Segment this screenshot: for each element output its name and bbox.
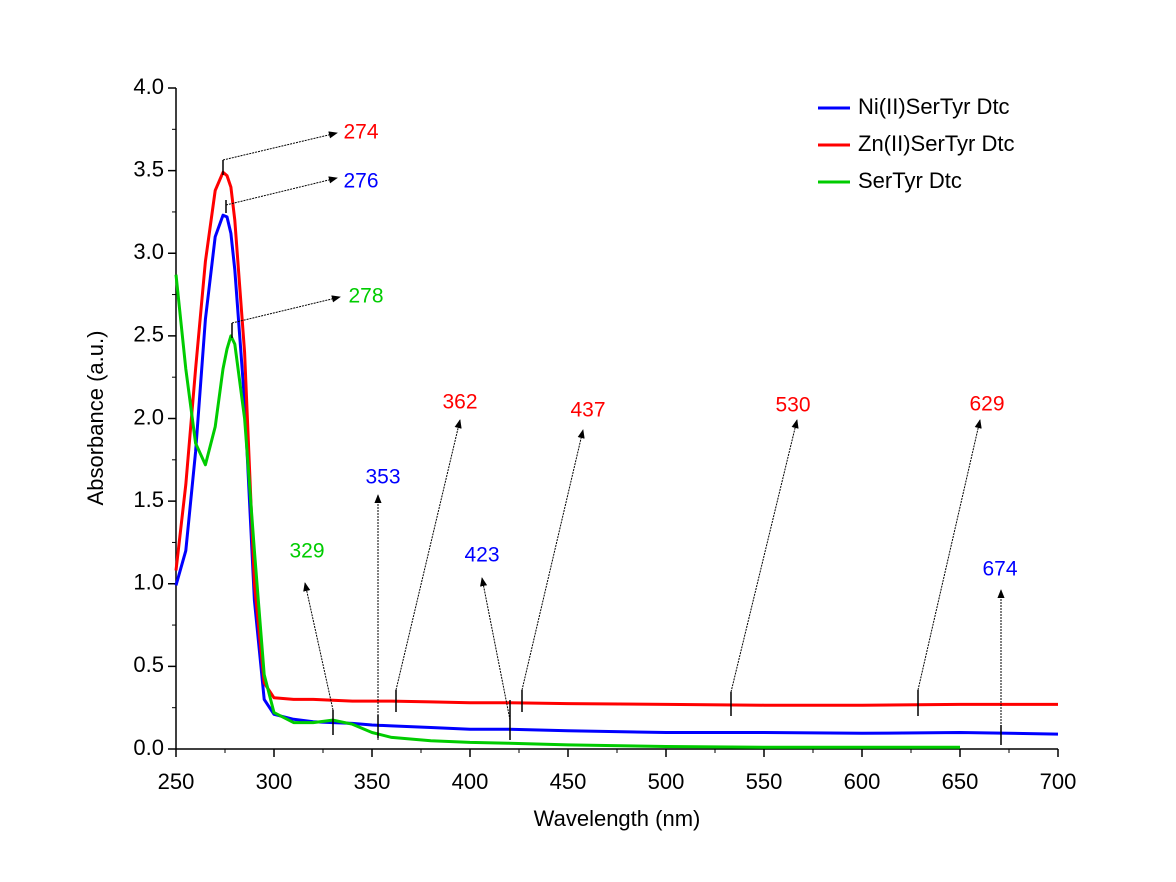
series-line [174, 274, 960, 749]
y-tick-label: 0.0 [133, 735, 164, 760]
annotation-label: 423 [464, 544, 499, 567]
y-tick-label: 0.5 [133, 652, 164, 677]
legend-label: Ni(II)SerTyr Dtc [858, 94, 1010, 119]
annotation-label: 629 [969, 393, 1004, 416]
legend-label: Zn(II)SerTyr Dtc [858, 131, 1014, 156]
annotation-arrow [395, 419, 462, 691]
annotation-arrow [222, 131, 338, 161]
annotation-arrow [917, 419, 982, 691]
y-tick-label: 4.0 [133, 74, 164, 99]
annotation-label: 274 [343, 121, 378, 144]
x-tick-label: 350 [354, 769, 391, 794]
annotation-arrow [231, 295, 341, 324]
y-tick-label: 1.0 [133, 570, 164, 595]
x-axis-title: Wavelength (nm) [534, 806, 701, 831]
annotation-label: 353 [365, 466, 400, 489]
annotation-label: 278 [348, 285, 383, 308]
annotation-arrow [480, 577, 511, 721]
legend-label: SerTyr Dtc [858, 168, 962, 193]
x-tick-label: 550 [746, 769, 783, 794]
x-tick-label: 700 [1040, 769, 1077, 794]
x-tick-label: 450 [550, 769, 587, 794]
y-tick-label: 2.5 [133, 322, 164, 347]
annotation-label: 437 [570, 399, 605, 422]
x-tick-label: 300 [256, 769, 293, 794]
y-tick-label: 2.0 [133, 404, 164, 429]
x-tick-label: 400 [452, 769, 489, 794]
annotation-label: 674 [982, 558, 1017, 581]
annotation-label: 362 [442, 391, 477, 414]
annotation-arrow [521, 429, 585, 691]
annotation-label: 530 [775, 394, 810, 417]
y-tick-label: 3.0 [133, 239, 164, 264]
series-line [174, 170, 1058, 707]
annotation-arrow [730, 419, 799, 693]
annotation-label: 276 [343, 170, 378, 193]
annotation-arrow [303, 582, 334, 711]
y-tick-label: 1.5 [133, 487, 164, 512]
x-tick-label: 250 [158, 769, 195, 794]
annotation-label: 329 [289, 540, 324, 563]
y-axis-title: Absorbance (a.u.) [83, 331, 108, 506]
series-line [174, 213, 1059, 736]
x-tick-label: 600 [844, 769, 881, 794]
x-tick-label: 650 [942, 769, 979, 794]
y-tick-label: 3.5 [133, 156, 164, 181]
x-tick-label: 500 [648, 769, 685, 794]
annotation-arrow [225, 176, 338, 206]
